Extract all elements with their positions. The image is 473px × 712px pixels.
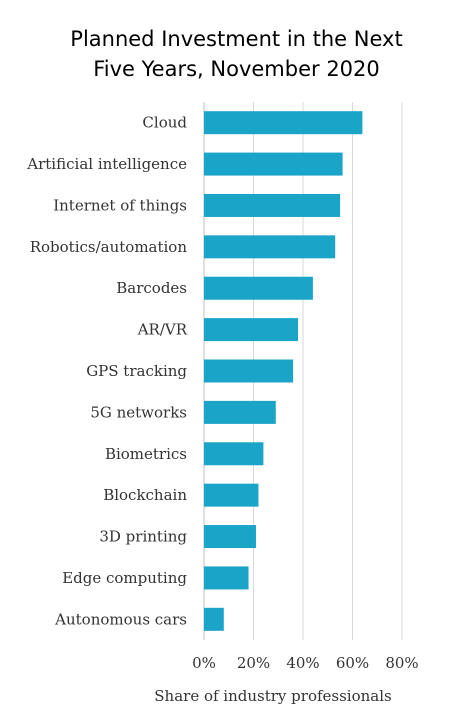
bar — [204, 442, 264, 466]
bar — [204, 525, 256, 549]
category-label: 5G networks — [90, 403, 187, 421]
bar — [204, 318, 299, 342]
x-tick-labels: 0% 20% 40% 60% 80% — [192, 654, 419, 672]
category-labels: Cloud Artificial intelligence Internet of … — [26, 114, 187, 629]
category-label: Barcodes — [116, 279, 187, 297]
bar — [204, 193, 341, 217]
x-tick-label: 80% — [385, 654, 418, 672]
x-tick-label: 20% — [237, 654, 270, 672]
bars — [204, 111, 363, 631]
category-label: Cloud — [142, 114, 187, 132]
x-tick-label: 40% — [286, 654, 319, 672]
chart-title: Planned Investment in the Next Five Year… — [0, 24, 473, 84]
category-label: 3D printing — [99, 528, 187, 546]
chart-title-line1: Planned Investment in the Next — [70, 27, 403, 51]
bar — [204, 483, 259, 507]
bar — [204, 359, 294, 383]
category-label: Robotics/automation — [30, 238, 188, 256]
bar — [204, 400, 276, 424]
x-axis-label: Share of industry professionals — [154, 687, 391, 705]
category-label: Autonomous cars — [54, 610, 187, 628]
bar — [204, 276, 313, 300]
x-tick-label: 0% — [192, 654, 216, 672]
category-label: AR/VR — [137, 321, 188, 339]
bar — [204, 111, 363, 135]
category-label: Edge computing — [62, 569, 187, 587]
category-label: Internet of things — [53, 196, 187, 214]
bar — [204, 607, 224, 631]
chart-title-line2: Five Years, November 2020 — [93, 57, 380, 81]
bar — [204, 566, 249, 590]
x-tick-label: 60% — [336, 654, 369, 672]
category-label: Blockchain — [103, 486, 187, 504]
bar — [204, 152, 343, 176]
category-label: GPS tracking — [86, 362, 187, 380]
category-label: Artificial intelligence — [26, 155, 187, 173]
bar — [204, 235, 336, 259]
category-label: Biometrics — [105, 445, 187, 463]
